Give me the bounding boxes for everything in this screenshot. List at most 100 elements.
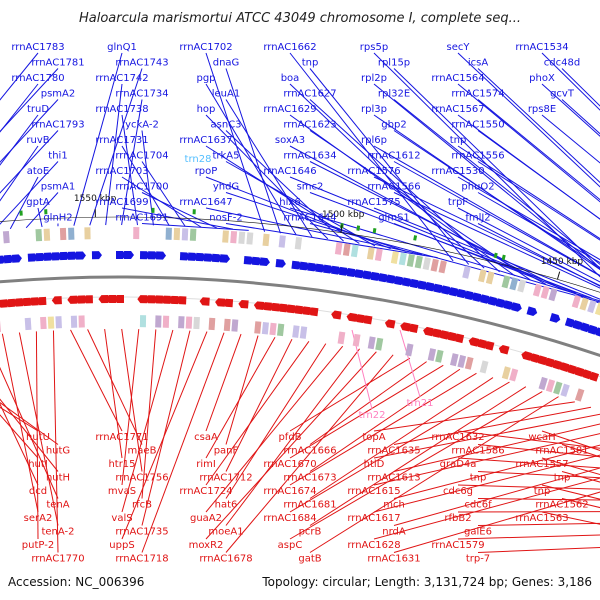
forward-gene-label: rrnAC1738 xyxy=(95,104,148,115)
forward-gene-arrow xyxy=(487,296,499,306)
forward-gene-arrow xyxy=(464,290,476,301)
forward-gene-arrow xyxy=(51,252,62,261)
forward-gene-label: rrnAC1704 xyxy=(115,151,168,162)
reverse-gene-arrow xyxy=(588,371,600,382)
reverse-gene-arrow xyxy=(261,302,272,311)
forward-gene-label: yhdG xyxy=(213,182,239,193)
cog-block-reverse xyxy=(427,348,437,362)
reverse-gene-leader-line xyxy=(393,444,600,499)
forward-gene-label: rrnAC1647 xyxy=(179,197,232,208)
forward-gene-label: yckA-2 xyxy=(125,120,159,131)
forward-gene-arrow xyxy=(307,262,318,272)
cog-block-forward xyxy=(35,228,43,242)
reverse-gene-leader-line xyxy=(52,330,59,553)
forward-gene-leader-line xyxy=(205,145,360,244)
forward-gene-leader-line xyxy=(373,52,600,278)
forward-gene-leader-line xyxy=(225,99,313,238)
rna-marker xyxy=(151,207,155,213)
forward-gene-leader-line xyxy=(225,68,281,234)
reverse-gene-label: panF xyxy=(214,446,239,457)
reverse-gene-leader-line xyxy=(457,511,600,513)
forward-gene-leader-line xyxy=(289,52,454,262)
reverse-gene-arrow xyxy=(168,295,179,305)
reverse-gene-arrow xyxy=(28,297,39,306)
cog-block-forward xyxy=(477,269,487,283)
forward-gene-label: nosF-2 xyxy=(209,213,242,224)
forward-gene-arrow xyxy=(346,268,358,278)
forward-gene-arrow xyxy=(362,270,374,280)
forward-gene-leader-line xyxy=(309,223,600,303)
forward-gene-label: rrnAC1691 xyxy=(115,213,168,224)
forward-gene-label: rpl15p xyxy=(378,58,410,69)
reverse-gene-leader-line xyxy=(0,402,59,445)
forward-gene-arrow xyxy=(43,252,54,261)
reverse-gene-arrow xyxy=(361,315,373,325)
forward-gene-leader-line xyxy=(0,130,59,194)
reverse-gene-arrow xyxy=(453,333,465,344)
reverse-gene-arrow xyxy=(36,296,47,306)
feature-tracks xyxy=(0,207,600,402)
cog-block-reverse xyxy=(78,315,85,328)
forward-gene-arrow xyxy=(511,302,522,312)
forward-gene-leader-line xyxy=(121,207,233,230)
cog-block-forward xyxy=(230,230,238,244)
forward-gene-label: rrnAC1742 xyxy=(95,73,148,84)
forward-gene-arrow xyxy=(155,251,167,260)
reverse-gene-label: rrnAC1613 xyxy=(367,473,420,484)
reverse-gene-leader-line xyxy=(309,361,427,445)
reverse-gene-arrow xyxy=(438,330,449,340)
forward-gene-arrow xyxy=(580,322,591,333)
reverse-gene-arrow xyxy=(580,369,592,380)
reverse-gene-label: rrnAC1718 xyxy=(115,554,168,565)
reverse-gene-label: trp-7 xyxy=(466,554,490,565)
reverse-gene-leader-line xyxy=(121,328,143,472)
cog-block-reverse xyxy=(254,321,262,334)
forward-gene-leader-line xyxy=(205,207,423,255)
genome-stats-text: Topology: circular; Length: 3,131,724 bp… xyxy=(261,575,592,589)
forward-gene-leader-line xyxy=(225,161,376,247)
reverse-gene-label: tnp xyxy=(534,486,551,497)
reverse-gene-label: rrnAC1771 xyxy=(95,432,148,443)
forward-gene-leader-line xyxy=(0,99,59,163)
reverse-gene-label: rrnAC1631 xyxy=(367,554,420,565)
reverse-gene-leader-line xyxy=(309,368,461,472)
forward-gene-leader-line xyxy=(25,192,59,229)
forward-gene-label: gcvT xyxy=(550,89,575,100)
forward-gene-arrow xyxy=(251,256,262,266)
reverse-gene-arrow xyxy=(331,310,342,320)
forward-gene-arrow xyxy=(441,285,452,295)
forward-gene-label: rrnAC1646 xyxy=(263,166,316,177)
reverse-gene-label: rrnAC1635 xyxy=(367,446,420,457)
forward-gene-label: phuO2 xyxy=(461,182,494,193)
cog-block-forward xyxy=(84,227,91,240)
forward-gene-label: atoE xyxy=(27,166,50,177)
cog-block-reverse xyxy=(261,321,269,335)
reverse-gene-label: uppS xyxy=(109,540,134,551)
cog-block-reverse xyxy=(538,376,548,391)
forward-gene-arrow xyxy=(3,254,14,264)
forward-gene-leader-line xyxy=(0,145,39,202)
reverse-gene-arrow xyxy=(430,328,442,338)
reverse-gene-arrow xyxy=(528,353,540,363)
forward-gene-arrow xyxy=(259,257,270,267)
reverse-gene-leader-line xyxy=(289,364,444,459)
reverse-gene-label: tnp xyxy=(554,473,571,484)
forward-gene-arrow xyxy=(331,265,342,275)
reverse-gene-label: htlD xyxy=(364,459,385,470)
cog-block-forward xyxy=(262,233,270,247)
forward-gene-arrow xyxy=(503,300,515,310)
forward-gene-arrow xyxy=(315,263,326,273)
forward-gene-leader-line xyxy=(121,114,138,226)
reverse-gene-leader-line xyxy=(457,484,600,490)
forward-gene-arrow xyxy=(526,306,538,317)
forward-gene-leader-line xyxy=(477,223,600,287)
rna-reverse-label: trn22 xyxy=(359,410,386,421)
cog-block-forward xyxy=(517,279,527,293)
cog-block-forward xyxy=(438,260,447,274)
reverse-gene-label: maeB xyxy=(128,446,157,457)
forward-gene-arrow xyxy=(35,252,46,262)
cog-block-forward xyxy=(246,232,254,245)
forward-gene-leader-line xyxy=(0,83,39,133)
cog-block-forward xyxy=(294,236,303,250)
